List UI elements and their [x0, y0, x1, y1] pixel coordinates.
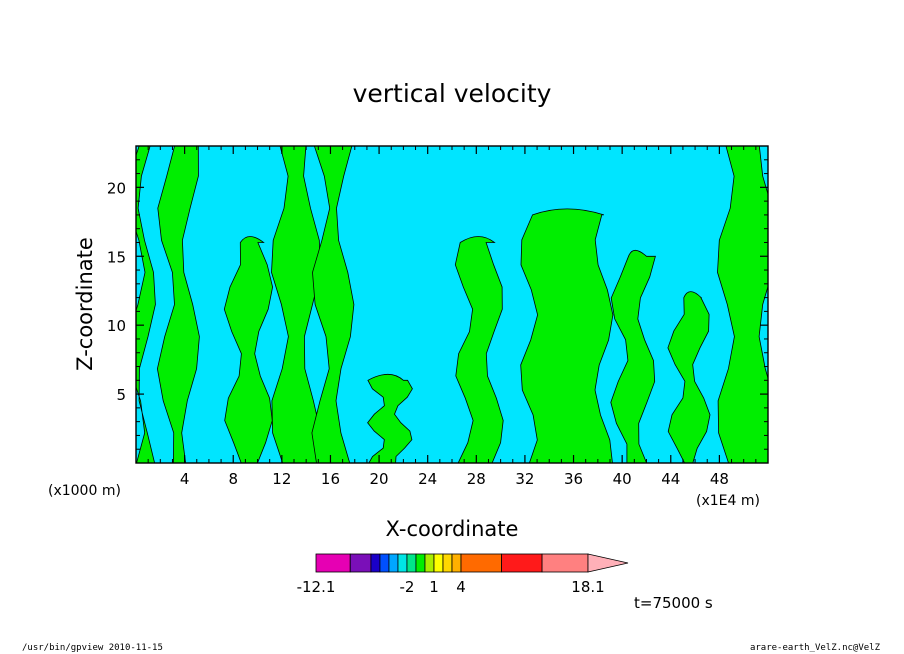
colorbar-label: -12.1: [297, 578, 336, 596]
x-tick-label: 48: [710, 470, 729, 488]
velocity-band: [223, 236, 274, 463]
x-tick-label: 8: [228, 470, 238, 488]
x-axis-label: X-coordinate: [386, 517, 519, 541]
colorbar-segment: [451, 553, 462, 573]
velocity-band: [136, 146, 156, 463]
colorbar-label: 18.1: [571, 578, 604, 596]
x-tick-label: 20: [370, 470, 389, 488]
colorbar-overflow-arrow: [587, 553, 629, 573]
chart-title: vertical velocity: [353, 79, 552, 108]
x-tick-label: 12: [272, 470, 291, 488]
x-tick-label: 36: [564, 470, 583, 488]
y-tick-label: 10: [107, 317, 126, 335]
colorbar-segment: [406, 553, 417, 573]
colorbar-segment: [442, 553, 453, 573]
velocity-band: [610, 249, 656, 463]
velocity-band: [717, 146, 768, 463]
x-tick-label: 24: [418, 470, 437, 488]
colorbar-segment: [370, 553, 381, 573]
colorbar: -12.1 -2 1 4 18.1: [297, 553, 629, 596]
velocity-band: [156, 146, 200, 463]
x-tick-label: 4: [180, 470, 190, 488]
colorbar-segment: [501, 553, 543, 573]
y-tick-label: 5: [116, 386, 126, 404]
colorbar-label: 4: [456, 578, 466, 596]
x-tick-label: 44: [661, 470, 680, 488]
velocity-band: [367, 373, 413, 463]
x-unit-left: (x1000 m): [48, 483, 121, 499]
x-tick-label: 32: [515, 470, 534, 488]
y-tick-label: 20: [107, 179, 126, 197]
colorbar-label: -2: [399, 578, 414, 596]
x-tick-label: 28: [467, 470, 486, 488]
colorbar-segment: [460, 553, 502, 573]
colorbar-segment: [541, 553, 589, 573]
velocity-band: [271, 146, 322, 463]
y-tick-label: 15: [107, 248, 126, 266]
time-label: t=75000 s: [634, 594, 713, 612]
y-axis-label: Z-coordinate: [73, 237, 97, 371]
velocity-band: [667, 291, 711, 463]
colorbar-segment: [315, 553, 351, 573]
program-label: /usr/bin/gpview 2010-11-15: [22, 643, 163, 653]
x-tick-label: 40: [613, 470, 632, 488]
x-tick-label: 16: [321, 470, 340, 488]
colorbar-segment: [397, 553, 408, 573]
colorbar-segment: [433, 553, 444, 573]
colorbar-segment: [388, 553, 399, 573]
colorbar-label: 1: [429, 578, 439, 596]
velocity-band: [311, 146, 355, 463]
colorbar-segment: [424, 553, 435, 573]
velocity-band: [454, 236, 504, 463]
colorbar-segment: [415, 553, 426, 573]
x-unit-right: (x1E4 m): [696, 493, 760, 509]
colorbar-segment: [349, 553, 372, 573]
colorbar-segment: [379, 553, 390, 573]
file-label: arare-earth_VelZ.nc@VelZ: [750, 643, 881, 653]
velocity-band: [520, 208, 614, 463]
